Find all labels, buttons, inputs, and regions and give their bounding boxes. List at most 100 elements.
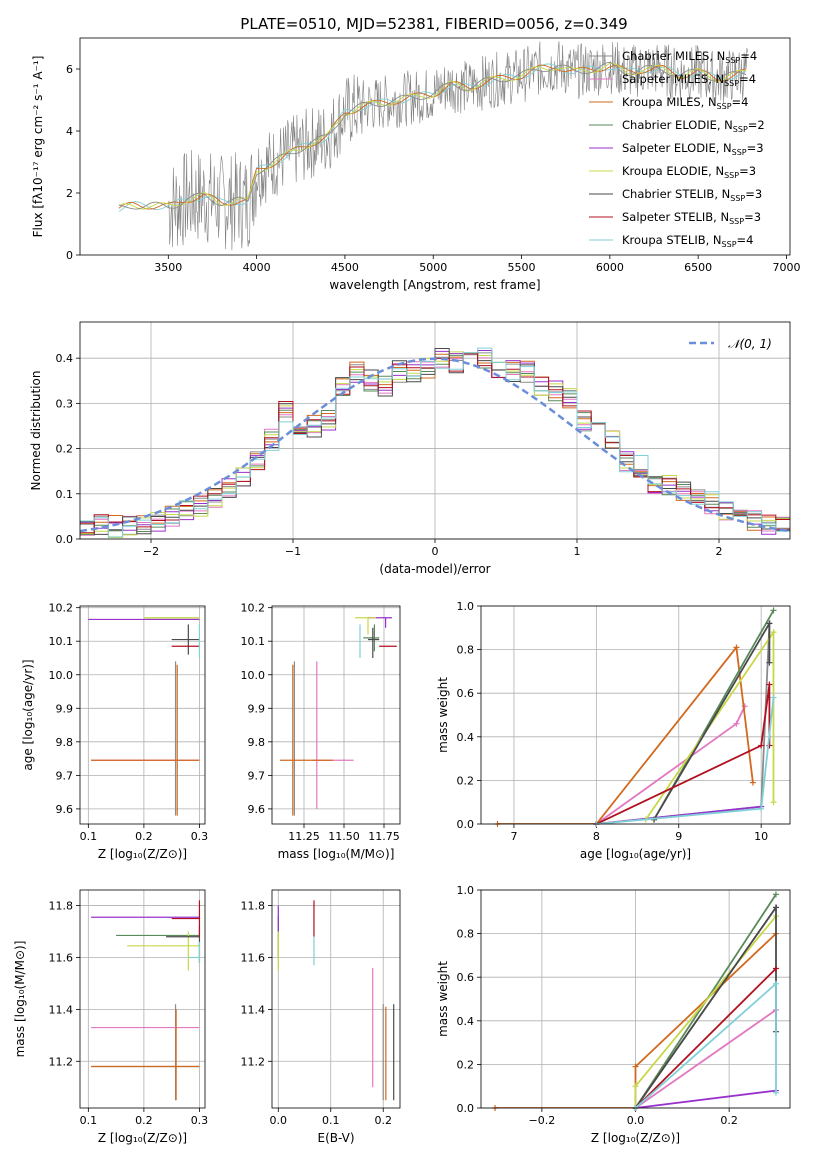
- legend-count: =3: [747, 141, 764, 155]
- x-axis-label: (data-model)/error: [379, 562, 490, 576]
- y-axis-label: mass [log₁₀(M/M⊙)]: [13, 941, 27, 1058]
- model-spectrum-line: [118, 62, 747, 210]
- y-tick-label: 0.2: [457, 774, 475, 787]
- legend-name: Kroupa ELODIE, N: [622, 164, 724, 178]
- legend-subscript: SSP: [729, 217, 744, 226]
- legend-label: Chabrier MILES, NSSP=4: [622, 49, 757, 65]
- x-tick-label: 7000: [772, 261, 800, 274]
- y-tick-label: 0.6: [457, 687, 475, 700]
- legend-subscript: SSP: [724, 171, 739, 180]
- observed-spectrum-line: [168, 41, 748, 251]
- y-tick-label: 9.6: [248, 803, 266, 816]
- y-tick-label: 10.0: [241, 669, 266, 682]
- plot-area: [272, 606, 400, 824]
- y-tick-label: 0.0: [56, 533, 74, 546]
- legend-name: Salpeter STELIB, N: [622, 210, 729, 224]
- y-tick-label: 1.0: [457, 884, 475, 897]
- x-tick-label: 6500: [684, 261, 712, 274]
- y-tick-label: 10.2: [241, 602, 266, 615]
- x-axis-label: wavelength [Angstrom, rest frame]: [329, 278, 540, 292]
- y-tick-label: 11.4: [49, 1003, 74, 1016]
- x-tick-label: 0.1: [80, 830, 98, 843]
- x-tick-label: 2: [716, 545, 723, 558]
- legend-name: Salpeter MILES, N: [622, 72, 724, 86]
- legend-subscript: SSP: [717, 102, 732, 111]
- x-tick-label: 1: [574, 545, 581, 558]
- axes-frame: [271, 605, 401, 825]
- x-tick-label: 11.25: [288, 830, 320, 843]
- y-tick-label: 10.0: [49, 669, 74, 682]
- y-tick-label: 9.8: [56, 736, 74, 749]
- y-tick-label: 0.2: [457, 1058, 475, 1071]
- x-tick-label: 0.3: [191, 1114, 209, 1127]
- y-tick-label: 0.0: [457, 818, 475, 831]
- x-axis-label: mass [log₁₀(M/M⊙)]: [278, 847, 395, 861]
- mass-weight-line: [497, 645, 754, 824]
- legend-label: Kroupa MILES, NSSP=4: [622, 95, 748, 111]
- axes-frame: [79, 605, 206, 825]
- x-tick-label: 0.1: [322, 1114, 340, 1127]
- x-axis-label: E(B-V): [317, 1131, 354, 1145]
- axes-frame: [480, 605, 791, 825]
- legend-label: Kroupa ELODIE, NSSP=3: [622, 164, 756, 180]
- model-spectrum-line: [118, 61, 747, 210]
- legend-subscript: SSP: [725, 56, 740, 65]
- x-tick-label: 0: [432, 545, 439, 558]
- legend-count: =4: [737, 233, 754, 247]
- mass-weight-line: [634, 967, 777, 1108]
- x-tick-label: 3500: [154, 261, 182, 274]
- x-tick-label: 0.0: [270, 1114, 288, 1127]
- y-tick-label: 11.6: [241, 951, 266, 964]
- plot-area: [80, 890, 205, 1108]
- x-tick-label: 0.2: [374, 1114, 392, 1127]
- y-tick-label: 0: [66, 249, 73, 262]
- y-tick-label: 11.4: [241, 1003, 266, 1016]
- y-tick-label: 9.7: [248, 769, 266, 782]
- y-tick-label: 0.8: [457, 928, 475, 941]
- axes-frame: [79, 889, 206, 1109]
- y-tick-label: 11.2: [49, 1055, 74, 1068]
- y-tick-label: 9.7: [56, 769, 74, 782]
- legend-count: =4: [732, 95, 749, 109]
- x-tick-label: 9: [675, 830, 682, 843]
- y-tick-label: 1.0: [457, 600, 475, 613]
- y-tick-label: 10.1: [241, 635, 266, 648]
- x-tick-label: 4500: [331, 261, 359, 274]
- x-tick-label: 10: [754, 830, 768, 843]
- mass-weight-line: [596, 684, 771, 824]
- x-tick-label: 11.75: [368, 830, 400, 843]
- legend-label: Chabrier STELIB, NSSP=3: [622, 187, 762, 203]
- x-tick-label: 5500: [508, 261, 536, 274]
- legend-subscript: SSP: [724, 79, 739, 88]
- y-tick-label: 0.6: [457, 971, 475, 984]
- y-tick-label: 9.9: [56, 702, 74, 715]
- x-tick-label: 0.2: [135, 830, 153, 843]
- plot-area: [80, 606, 205, 824]
- legend-label: Chabrier ELODIE, NSSP=2: [622, 118, 765, 134]
- legend-count: =3: [739, 164, 756, 178]
- x-tick-label: 5000: [419, 261, 447, 274]
- legend-name: Chabrier MILES, N: [622, 49, 725, 63]
- x-tick-label: 11.50: [328, 830, 360, 843]
- mass-vs-Z-panel: 0.1 0.2 0.3 11.2 11.4 11.6 11.8 Z [log₁₀(Z/Z⊙)]…: [13, 889, 209, 1145]
- x-tick-label: 0.1: [80, 1114, 98, 1127]
- y-axis-label: mass weight: [436, 961, 450, 1037]
- legend-subscript: SSP: [730, 194, 745, 203]
- legend-label: Kroupa STELIB, NSSP=4: [622, 233, 753, 249]
- y-tick-label: 0.3: [56, 397, 74, 410]
- legend-label: Salpeter ELODIE, NSSP=3: [622, 141, 764, 157]
- x-axis-label: Z [log₁₀(Z/Z⊙)]: [591, 1131, 680, 1145]
- legend-count: =3: [744, 210, 761, 224]
- y-tick-label: 2: [66, 187, 73, 200]
- y-tick-label: 0.4: [457, 1015, 475, 1028]
- y-tick-label: 9.9: [248, 702, 266, 715]
- residuals-panel: −2 −1 0 1 2 0.0 0.1 0.2 0.3 0.4 (data-model)/error…: [29, 321, 791, 576]
- y-axis-label: Flux [fλ10⁻¹⁷ erg cm⁻² s⁻¹ A⁻¹]: [31, 56, 45, 238]
- x-tick-label: 6000: [596, 261, 624, 274]
- x-tick-label: −1: [285, 545, 301, 558]
- x-axis-label: age [log₁₀(age/yr)]: [580, 847, 691, 861]
- legend-label: Salpeter MILES, NSSP=4: [622, 72, 756, 88]
- mass-weight-line: [634, 1009, 777, 1108]
- legend-count: =4: [740, 49, 757, 63]
